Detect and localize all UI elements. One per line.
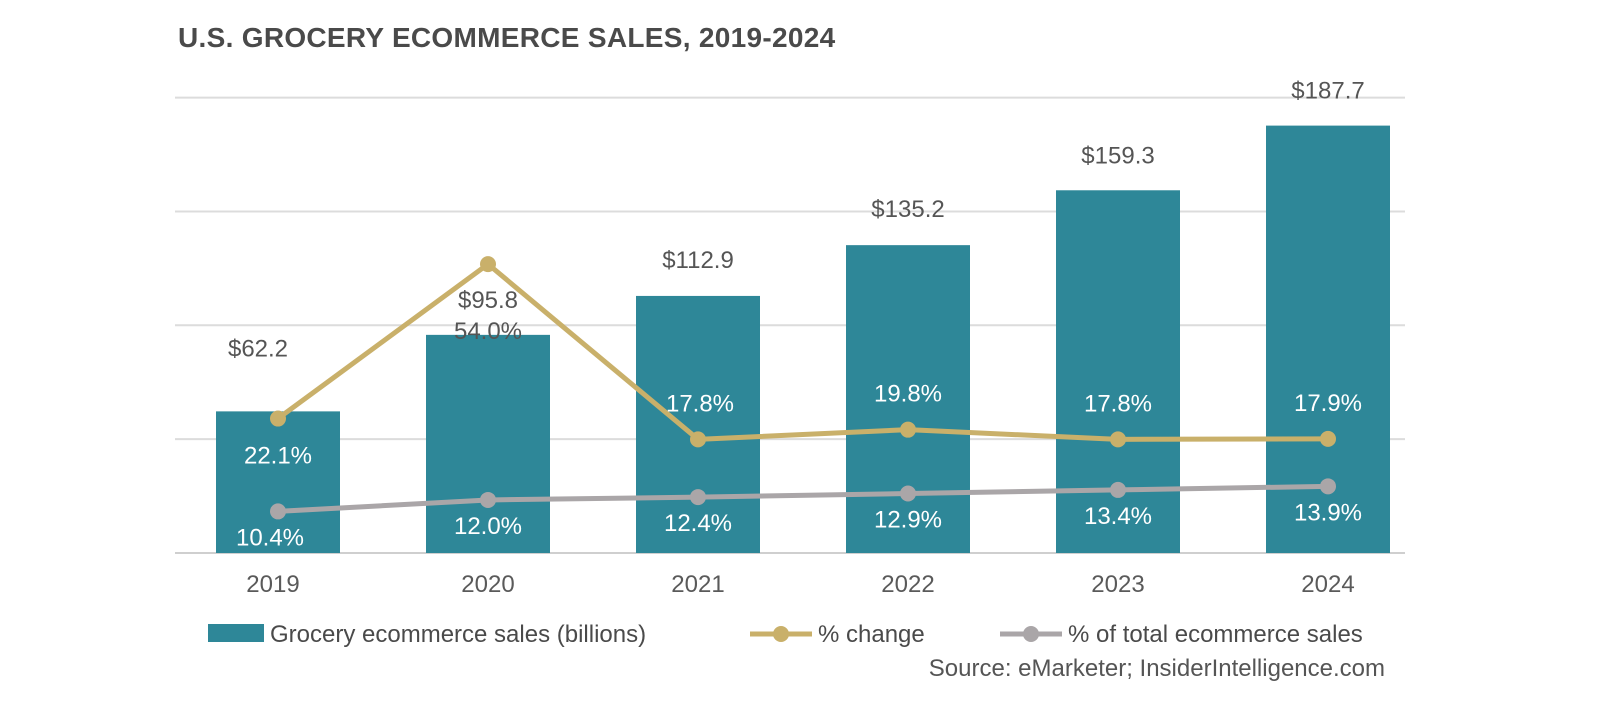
change-line [276,261,1329,442]
share-label: 12.9% [874,507,942,534]
share-label: 13.4% [1084,503,1152,530]
change-label: 17.9% [1294,390,1362,417]
change-point [270,410,286,427]
gridlines [175,96,1405,554]
change-label: 17.8% [666,390,734,417]
bar [636,295,760,553]
change-label: 19.8% [874,381,942,408]
bar-value-label: $135.2 [871,196,944,223]
change-label: 17.8% [1084,390,1152,417]
change-label: 54.0% [454,318,522,345]
share-label: 10.4% [236,524,304,551]
legend-label-bar: Grocery ecommerce sales (billions) [270,621,646,648]
share-point [690,489,706,506]
bar-value-label: $187.7 [1291,78,1364,105]
share-point [900,485,916,502]
share-label: 12.4% [664,510,732,537]
legend-marker-share [1023,626,1039,642]
bar [426,334,550,553]
x-tick-label: 2023 [1091,571,1144,598]
x-tick-label: 2021 [671,571,724,598]
change-point [1320,430,1336,447]
bar-value-label: $95.8 [458,287,518,314]
share-point [480,491,496,508]
share-point [1320,478,1336,495]
legend: Grocery ecommerce sales (billions) % chan… [208,621,1363,648]
bar-value-label: $112.9 [662,247,734,274]
share-label: 13.9% [1294,499,1362,526]
x-tick-label: 2024 [1301,571,1354,598]
change-point [1110,431,1126,448]
share-point [270,503,286,520]
bar-value-label: $62.2 [228,335,288,362]
legend-label-change: % change [818,621,925,648]
legend-label-share: % of total ecommerce sales [1068,621,1363,648]
x-axis: 2019 2020 2021 2022 2023 2024 [246,571,1354,598]
data-labels: $62.2 $95.8 $112.9 $135.2 $159.3 $187.7 22.1% 5… [228,78,1365,552]
x-tick-label: 2019 [246,571,299,598]
change-point [690,431,706,448]
chart-title: U.S. GROCERY ECOMMERCE SALES, 2019-2024 [178,22,836,53]
legend-marker-change [773,626,789,642]
change-point [480,256,496,273]
x-tick-label: 2022 [881,571,934,598]
x-tick-label: 2020 [461,571,514,598]
share-label: 12.0% [454,513,522,540]
change-point [900,421,916,438]
bar [1056,190,1180,553]
bar-value-label: $159.3 [1081,142,1154,169]
change-label: 22.1% [244,443,312,470]
lines [270,256,1336,520]
share-point [1110,481,1126,498]
bar [846,245,970,553]
legend-swatch-bar [208,624,264,642]
share-line [277,483,1329,514]
bar [216,411,340,553]
source-note: Source: eMarketer; InsiderIntelligence.c… [929,655,1385,682]
